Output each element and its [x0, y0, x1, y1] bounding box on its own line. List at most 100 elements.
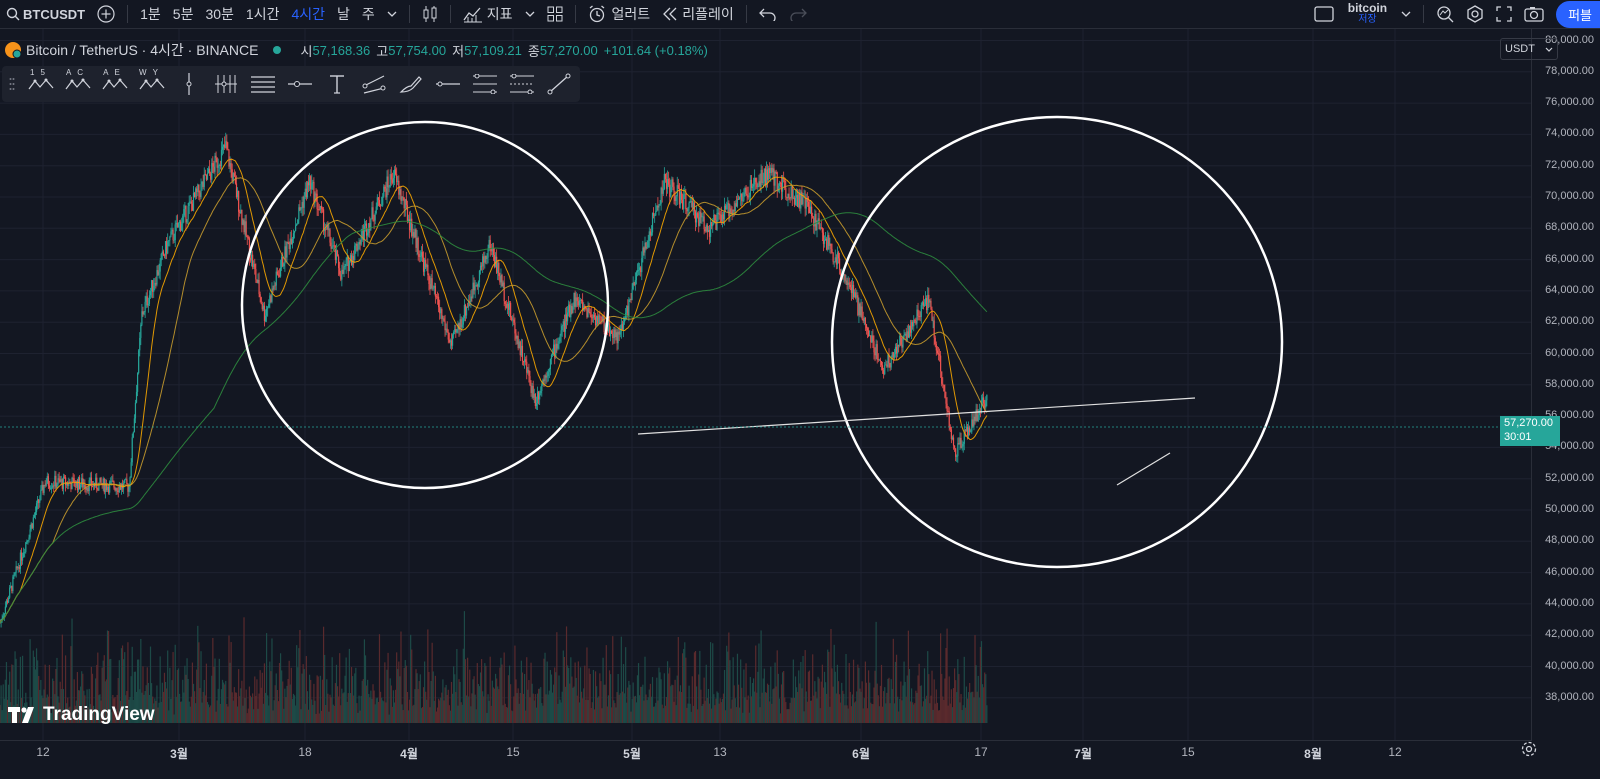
volume-bar [415, 669, 417, 723]
vertical-line-tool[interactable] [170, 66, 207, 102]
candle-body [770, 167, 772, 174]
layouts-button[interactable] [541, 0, 569, 28]
layout-toggle-button[interactable] [1308, 0, 1340, 28]
volume-bar [537, 688, 540, 723]
horizontal-line-tool[interactable] [429, 66, 466, 102]
volume-bar [711, 708, 713, 723]
time-axis[interactable]: 12 3월 18 4월 15 5월 13 6월 17 7월 15 8월 12 [0, 740, 1532, 779]
settings-button[interactable] [1460, 0, 1490, 28]
interval-1w[interactable]: 주 [361, 6, 375, 22]
trend-line-tool[interactable] [540, 66, 577, 102]
volume-bar [725, 710, 727, 723]
candle-body [654, 215, 656, 217]
candle-body [687, 207, 689, 212]
candle-body [212, 163, 214, 167]
candle-body [42, 484, 44, 493]
quick-search-button[interactable] [1430, 0, 1460, 28]
candle-body [631, 289, 633, 301]
volume-bar [140, 638, 142, 723]
volume-bar [984, 672, 986, 723]
candle-body [272, 288, 274, 290]
legend-title[interactable]: Bitcoin / TetherUS · 4시간 · BINANCE [26, 42, 259, 58]
symbol-search[interactable]: BTCUSDT [0, 0, 91, 28]
publish-button[interactable]: 퍼블 [1556, 0, 1600, 28]
elliott-wave-15-tool[interactable]: 15 [22, 66, 59, 102]
candlesticks [0, 132, 988, 628]
volume-bar [192, 683, 195, 723]
fullscreen-button[interactable] [1490, 0, 1518, 28]
interval-30m[interactable]: 30분 [205, 6, 234, 22]
candle-body [504, 301, 506, 305]
volume-bar [413, 704, 415, 723]
price-axis[interactable]: 80,000.00 78,000.00 76,000.00 74,000.00 72,0… [1531, 29, 1600, 740]
candle-body [51, 487, 53, 489]
undo-button[interactable] [753, 0, 783, 28]
candle-body [80, 485, 82, 489]
volume-bar [75, 700, 77, 723]
volume-bar [588, 668, 590, 723]
volume-bar [152, 696, 154, 723]
volume-bar [131, 646, 133, 723]
volume-bar [565, 626, 568, 723]
candle-body [104, 483, 106, 493]
interval-1d[interactable]: 날 [337, 6, 350, 22]
interval-1m[interactable]: 1분 [140, 6, 161, 22]
price-chart[interactable] [0, 29, 1532, 740]
elliott-wave-wy-tool[interactable]: WY [133, 66, 170, 102]
candle-body [549, 359, 551, 370]
candle-body [33, 514, 35, 518]
brush-tool[interactable] [392, 66, 429, 102]
save-layout-button[interactable]: bitcoin 저장 [1348, 2, 1387, 25]
candle-body [44, 484, 46, 486]
fib-retracement-tool[interactable] [466, 66, 503, 102]
compare-button[interactable] [91, 0, 121, 28]
candle-body [395, 169, 397, 175]
text-tool[interactable] [318, 66, 355, 102]
alerts-button[interactable]: 얼러트 [582, 0, 657, 28]
volume-bar [167, 650, 169, 723]
indicators-button[interactable]: 지표 [457, 0, 519, 28]
candle-body [96, 477, 98, 489]
fib-channel-tool[interactable] [503, 66, 540, 102]
redo-button[interactable] [783, 0, 813, 28]
volume-bar [247, 708, 249, 723]
interval-4h[interactable]: 4시간 [291, 6, 325, 22]
candle-body [315, 193, 317, 195]
replay-button[interactable]: 리플레이 [656, 0, 740, 28]
candle-body [299, 207, 301, 210]
currency-selector[interactable]: USDT [1500, 38, 1558, 60]
volume-bar [482, 691, 484, 723]
indicators-dropdown[interactable] [519, 0, 541, 28]
volume-bar [421, 707, 424, 723]
horizontal-lines-tool[interactable] [244, 66, 281, 102]
chart-type-button[interactable] [416, 0, 444, 28]
interval-dropdown[interactable] [381, 0, 403, 28]
volume-bar [364, 655, 367, 723]
volume-bar [470, 706, 472, 723]
parallel-channel-tool[interactable] [355, 66, 392, 102]
horizontal-ray-tool[interactable] [281, 66, 318, 102]
volume-bar [536, 693, 539, 723]
drag-handle[interactable] [2, 66, 22, 102]
volume-bar [941, 673, 943, 723]
volume-bar [255, 696, 257, 723]
volume-bar [614, 703, 616, 723]
interval-5m[interactable]: 5분 [172, 6, 194, 22]
cross-lines-tool[interactable] [207, 66, 244, 102]
elliott-wave-ac-tool[interactable]: AC [59, 66, 96, 102]
chart-settings-button[interactable] [1520, 740, 1540, 760]
volume-bar [948, 676, 950, 723]
candle-body [621, 324, 624, 330]
layout-dropdown[interactable] [1395, 0, 1417, 28]
tradingview-logo[interactable]: TradingView [8, 704, 155, 726]
volume-bar [771, 703, 773, 723]
interval-1h[interactable]: 1시간 [245, 6, 280, 22]
volume-bar [849, 691, 851, 723]
price-tick-label: 74,000.00 [1545, 127, 1594, 140]
snapshot-button[interactable] [1518, 0, 1550, 28]
candle-body [799, 193, 801, 209]
elliott-wave-ae-tool[interactable]: AE [96, 66, 133, 102]
candle-body [482, 256, 484, 267]
volume-bar [859, 688, 861, 723]
candle-body [669, 184, 671, 197]
